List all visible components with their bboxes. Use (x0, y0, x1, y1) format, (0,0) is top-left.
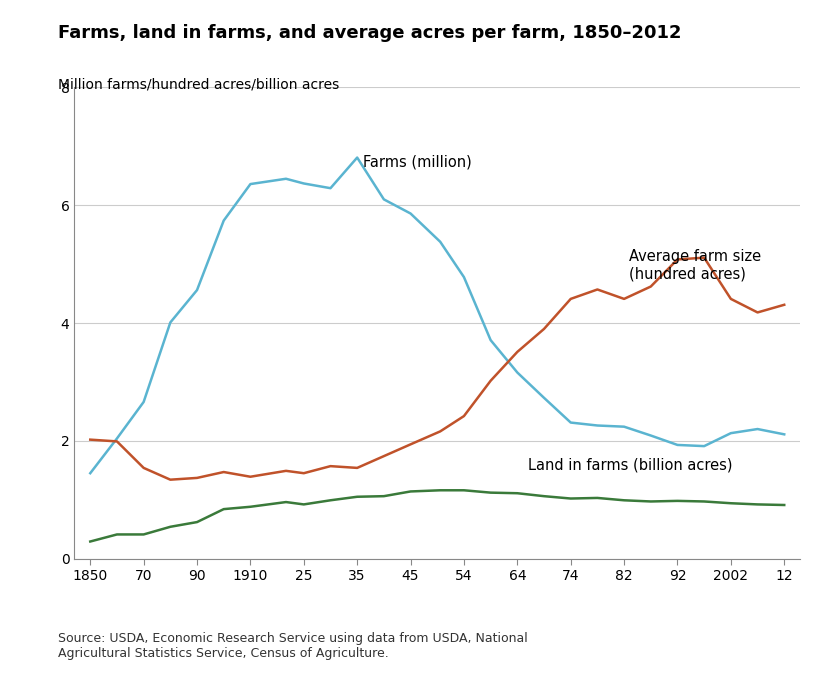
Text: Farms, land in farms, and average acres per farm, 1850–2012: Farms, land in farms, and average acres … (58, 24, 681, 42)
Text: Farms (million): Farms (million) (362, 155, 471, 170)
Text: Land in farms (billion acres): Land in farms (billion acres) (528, 457, 733, 472)
Text: Average farm size
(hundred acres): Average farm size (hundred acres) (629, 250, 761, 282)
Text: Million farms/hundred acres/billion acres: Million farms/hundred acres/billion acre… (58, 77, 339, 92)
Text: Source: USDA, Economic Research Service using data from USDA, National
Agricultu: Source: USDA, Economic Research Service … (58, 631, 527, 660)
